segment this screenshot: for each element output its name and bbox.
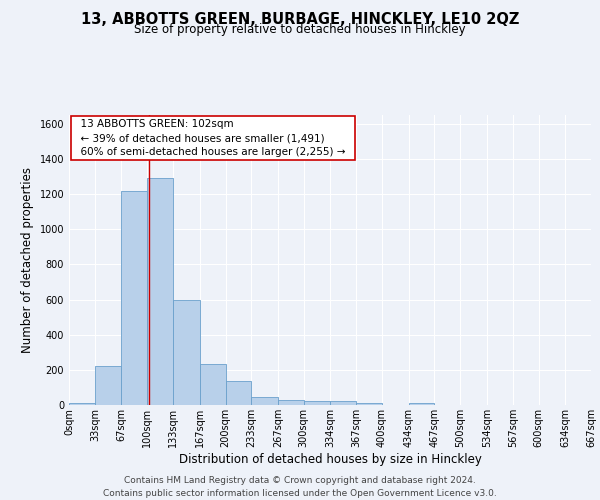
Bar [200,364,226,405]
Text: 13, ABBOTTS GREEN, BURBAGE, HINCKLEY, LE10 2QZ: 13, ABBOTTS GREEN, BURBAGE, HINCKLEY, LE… [81,12,519,28]
Bar [331,401,356,405]
Bar [173,300,200,405]
Bar [304,401,331,405]
Y-axis label: Number of detached properties: Number of detached properties [21,167,34,353]
Bar [69,403,95,405]
Bar [147,178,173,405]
Bar [95,366,121,405]
Text: 13 ABBOTTS GREEN: 102sqm  
  ← 39% of detached houses are smaller (1,491)  
  60: 13 ABBOTTS GREEN: 102sqm ← 39% of detach… [74,120,352,158]
Bar [121,190,147,405]
Bar [356,403,382,405]
Bar [226,382,251,405]
Bar [278,400,304,405]
Bar [251,396,278,405]
X-axis label: Distribution of detached houses by size in Hinckley: Distribution of detached houses by size … [179,452,481,466]
Text: Size of property relative to detached houses in Hinckley: Size of property relative to detached ho… [134,22,466,36]
Text: Contains HM Land Registry data © Crown copyright and database right 2024.
Contai: Contains HM Land Registry data © Crown c… [103,476,497,498]
Bar [409,403,434,405]
